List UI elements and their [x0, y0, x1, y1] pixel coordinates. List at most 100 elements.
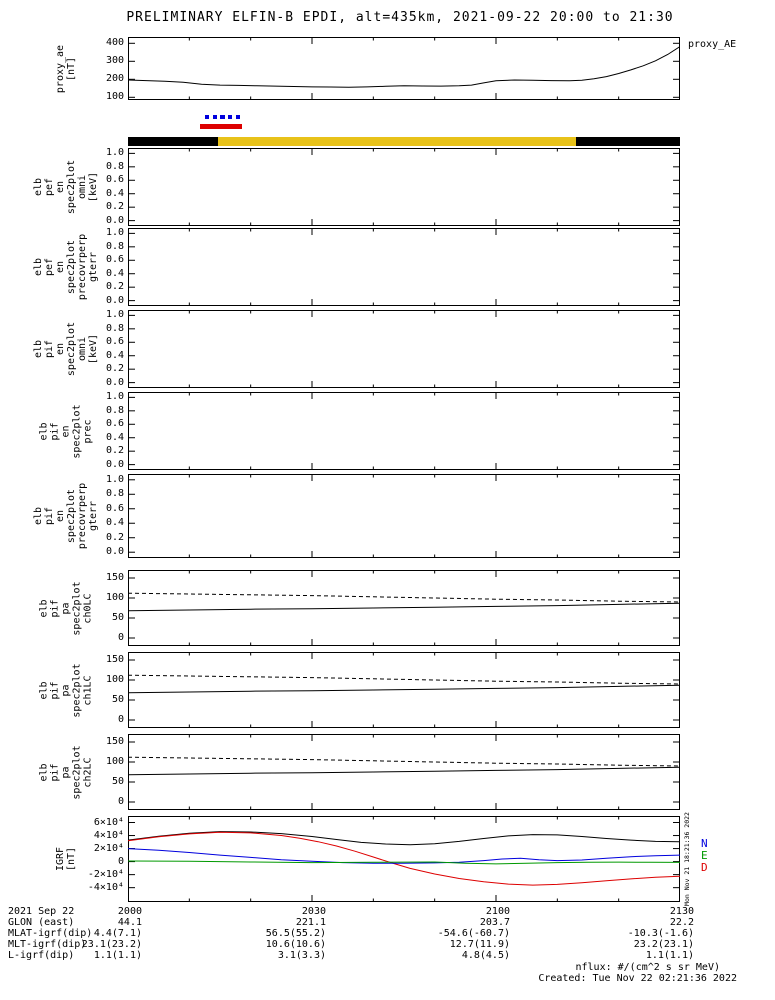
ytick-label: 0.6	[105, 174, 124, 186]
panel-pif-en-precovrperp: 1.0 0.8 0.6 0.4 0.2 0.0 elb pif en spec2plot preco…	[0, 474, 775, 558]
created-timestamp: Created: Tue Nov 22 02:21:36 2022	[538, 973, 737, 984]
series-anti-loss-cone	[128, 592, 680, 603]
orbit-zone-bar	[128, 137, 680, 146]
pif_pa_ch1lc-plotbox	[128, 652, 680, 728]
pif_en_prec-axis-label: elb pif en spec2plot prec	[38, 403, 94, 459]
ytick-label: 0.8	[105, 322, 124, 334]
footer-row: L-igrf(dip) 1.1(1.1) 3.1(3.3) 4.8(4.5) 1.1(1…	[0, 950, 775, 961]
side-timestamp-text: Mon Nov 21 18:21:36 2022	[683, 812, 692, 906]
zone-segment	[575, 137, 680, 146]
ytick-label: 0.8	[105, 160, 124, 172]
pif_en_precovrperp-axis-label: elb pif en spec2plot precovrperp gterr	[32, 482, 99, 550]
zone-dash	[205, 115, 210, 119]
series-anti-loss-cone	[128, 674, 680, 685]
series-loss-cone	[128, 602, 680, 612]
series-E	[128, 860, 680, 865]
nflux-units-note: nflux: #/(cm^2 s sr MeV)	[575, 962, 721, 973]
pif_pa_ch0lc-plotbox	[128, 570, 680, 646]
pif_en_omni-axis-label-wrap: elb pif en spec2plot omni [keV]	[24, 310, 108, 388]
pef_en_precovrperp-plotbox	[128, 228, 680, 306]
footer-cell: 3.1(3.3)	[277, 950, 326, 961]
ytick-label: -4×10⁴	[87, 881, 124, 893]
panel-pef-en-omni: 1.0 0.8 0.6 0.4 0.2 0.0 elb pef en spec2plot omni[…	[0, 148, 775, 226]
zone-dash	[212, 115, 218, 119]
ytick-label: 1.0	[105, 391, 124, 403]
footer-cell: 4.8(4.5)	[461, 950, 510, 961]
proxy_ae-axis-label-wrap: proxy_ae [nT]	[24, 37, 108, 100]
ytick-label: 4×10⁴	[93, 829, 124, 841]
panel-pif-pa-ch1lc: 150 100 50 0 elb pif pa spec2plot ch1LC	[0, 652, 775, 728]
plot-title: PRELIMINARY ELFIN-B EPDI, alt=435km, 202…	[126, 10, 674, 25]
ytick-label: 0.4	[105, 517, 124, 529]
ytick-label: 0.6	[105, 502, 124, 514]
pef_en_omni-axis-label-wrap: elb pef en spec2plot omni [keV]	[24, 148, 108, 226]
footer-cell: 221.1	[295, 917, 326, 928]
ytick-label: 100	[105, 674, 124, 685]
pif_pa_ch2lc-plotbox	[128, 734, 680, 810]
proxy_ae-axis-label: proxy_ae [nT]	[54, 44, 77, 93]
ytick-label: 150	[105, 736, 124, 747]
footer-row-label: 2021 Sep 22	[8, 906, 75, 917]
ytick-label: 0.0	[105, 376, 124, 388]
footer-row: 2021 Sep 22 2000 2030 2100 2130	[0, 906, 775, 917]
footer-row-label: L-igrf(dip)	[8, 950, 75, 961]
pif_en_prec-plotbox	[128, 392, 680, 470]
ytick-label: 0.8	[105, 404, 124, 416]
ytick-label: 50	[111, 694, 124, 705]
panel-pif-pa-ch2lc: 150 100 50 0 elb pif pa spec2plot ch2LC	[0, 734, 775, 810]
ytick-label: 100	[105, 592, 124, 603]
footer-row: MLAT-igrf(dip) 4.4(7.1) 56.5(55.2) -54.6(-6…	[0, 928, 775, 939]
footer-row-label: MLT-igrf(dip)	[8, 939, 87, 950]
zone-dash	[220, 115, 225, 119]
pif_en_omni-plotbox	[128, 310, 680, 388]
footer-cell: 2130	[669, 906, 694, 917]
footer-cell: 1.1(1.1)	[645, 950, 694, 961]
pif_pa_ch0lc-axis-label-wrap: elb pif pa spec2plot ch0LC	[24, 570, 108, 646]
ytick-label: 1.0	[105, 473, 124, 485]
ytick-label: 1.0	[105, 227, 124, 239]
footer-row: GLON (east) 44.1 221.1 203.7 22.2	[0, 917, 775, 928]
ytick-label: 0	[117, 855, 124, 867]
series-loss-cone	[128, 766, 680, 776]
ytick-label: 0.4	[105, 187, 124, 199]
footer-cell: -10.3(-1.6)	[627, 928, 694, 939]
footer-cell: 44.1	[117, 917, 142, 928]
pif_en_prec-axis-label-wrap: elb pif en spec2plot prec	[24, 392, 108, 470]
series-N	[128, 848, 680, 864]
zone-dash	[235, 115, 240, 119]
ytick-label: 0.2	[105, 363, 124, 375]
panel-proxy-ae: 400 300 200 100 proxy_ae [nT]	[0, 37, 775, 102]
ytick-label: 0.2	[105, 531, 124, 543]
footer-cell: 10.6(10.6)	[265, 939, 326, 950]
series-loss-cone	[128, 684, 680, 694]
ytick-label: 0.8	[105, 488, 124, 500]
ytick-label: 0.8	[105, 240, 124, 252]
pif_pa_ch1lc-axis-label-wrap: elb pif pa spec2plot ch1LC	[24, 652, 108, 728]
igrf-legend-N: N	[701, 837, 708, 850]
pef_en_precovrperp-axis-label: elb pef en spec2plot precovrperp gterr	[32, 233, 99, 301]
ytick-label: 0.0	[105, 546, 124, 558]
footer-cell: 2100	[485, 906, 510, 917]
panel-pif-pa-ch0lc: 150 100 50 0 elb pif pa spec2plot ch0LC	[0, 570, 775, 646]
series-proxy_AE	[128, 46, 680, 88]
ytick-label: 0	[117, 632, 124, 643]
ytick-label: 200	[105, 73, 124, 85]
science-zone-dash-markers	[128, 115, 680, 119]
footer-cell: 2030	[301, 906, 326, 917]
ytick-label: 0.2	[105, 201, 124, 213]
ytick-label: 50	[111, 612, 124, 623]
pif_pa_ch0lc-axis-label: elb pif pa spec2plot ch0LC	[38, 580, 94, 636]
pif_en_omni-axis-label: elb pif en spec2plot omni [keV]	[33, 321, 99, 377]
ytick-label: 6×10⁴	[93, 816, 124, 828]
igrf-axis-label: IGRF [nT]	[55, 846, 77, 872]
ytick-label: 0	[117, 796, 124, 807]
ytick-label: 0.4	[105, 431, 124, 443]
ytick-label: 400	[105, 37, 124, 49]
zone-segment	[218, 137, 576, 146]
ytick-label: 300	[105, 55, 124, 67]
panel-pif-en-prec: 1.0 0.8 0.6 0.4 0.2 0.0 elb pif en spec2plot prec	[0, 392, 775, 470]
ytick-label: 1.0	[105, 309, 124, 321]
panel-igrf: 6×10⁴ 4×10⁴ 2×10⁴ 0 -2×10⁴ -4×10⁴ IGRF [nT]	[0, 816, 775, 902]
ytick-label: 150	[105, 572, 124, 583]
